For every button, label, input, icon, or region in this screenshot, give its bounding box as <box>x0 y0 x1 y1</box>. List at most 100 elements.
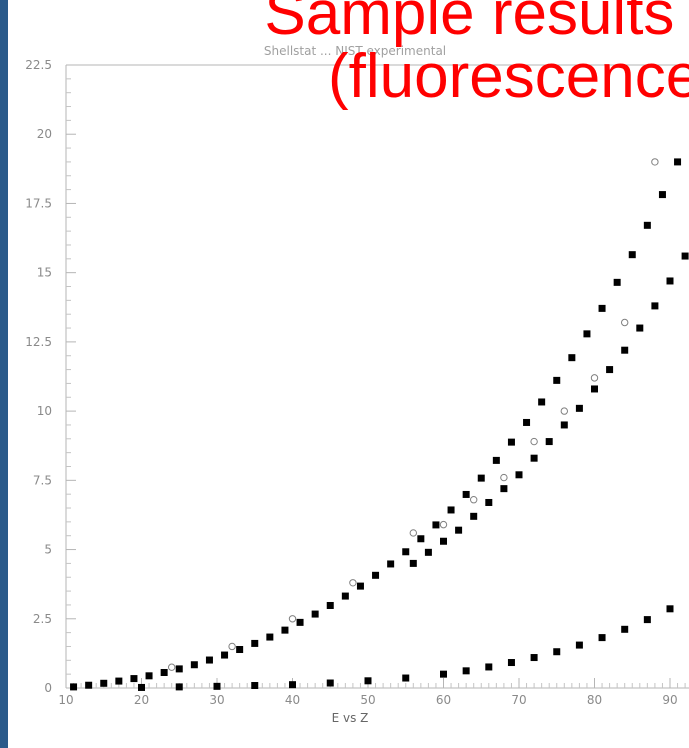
data-point-square <box>85 681 93 689</box>
data-point-square <box>296 618 304 626</box>
data-point-circle <box>590 374 599 382</box>
data-points <box>70 158 689 691</box>
data-point-square <box>500 485 508 493</box>
data-point-square <box>470 512 478 520</box>
data-point-square <box>190 661 198 669</box>
data-point-circle <box>500 473 508 482</box>
y-tick-label: 5 <box>44 543 52 557</box>
data-point-square <box>621 346 629 354</box>
overlay-title: Sample results (fluorescence) <box>218 0 689 108</box>
data-point-square <box>447 506 455 514</box>
data-point-square <box>236 646 244 654</box>
data-point-circle <box>651 158 659 166</box>
data-point-square <box>560 421 568 429</box>
x-tick-label: 30 <box>209 693 224 707</box>
data-point-square <box>666 277 674 285</box>
data-point-square <box>530 654 538 662</box>
data-point-circle <box>228 642 236 651</box>
y-tick-label: 10 <box>37 404 52 418</box>
data-point-square <box>326 601 334 609</box>
data-point-square <box>70 683 78 691</box>
data-point-square <box>613 278 621 286</box>
data-point-square <box>205 656 213 664</box>
data-point-square <box>462 490 470 498</box>
data-point-square <box>515 471 523 479</box>
x-tick-label: 20 <box>134 693 149 707</box>
data-point-circle <box>409 529 417 537</box>
data-point-square <box>523 418 531 426</box>
data-point-circle <box>530 437 538 446</box>
data-point-square <box>311 610 319 618</box>
data-point-square <box>402 674 410 682</box>
x-tick-label: 60 <box>436 693 451 707</box>
data-point-circle <box>288 615 297 623</box>
data-point-circle <box>470 496 478 504</box>
data-point-square <box>440 670 447 678</box>
data-point-square <box>213 682 221 690</box>
slide-left-strip <box>0 0 8 748</box>
data-point-square <box>553 376 561 384</box>
y-tick-label: 15 <box>37 266 52 280</box>
data-point-square <box>598 634 606 642</box>
data-point-square <box>674 158 682 166</box>
data-point-square <box>621 625 629 633</box>
y-tick-label: 17.5 <box>25 196 52 210</box>
data-point-square <box>477 474 485 482</box>
data-point-square <box>424 548 432 556</box>
data-point-square <box>485 498 493 506</box>
data-point-square <box>251 639 259 647</box>
data-point-square <box>130 675 138 683</box>
data-point-square <box>115 677 123 685</box>
data-point-square <box>507 659 515 667</box>
data-point-square <box>492 456 500 464</box>
y-tick-label: 12.5 <box>25 335 52 349</box>
data-point-square <box>402 548 410 556</box>
data-point-circle <box>168 663 176 671</box>
data-point-circle <box>560 407 568 415</box>
data-point-square <box>591 385 598 393</box>
data-point-square <box>643 221 651 229</box>
data-point-square <box>575 404 583 412</box>
x-tick-label: 90 <box>662 693 677 707</box>
data-point-square <box>251 682 259 690</box>
data-point-square <box>326 679 334 687</box>
y-tick-label: 0 <box>44 681 52 695</box>
data-point-square <box>553 648 561 656</box>
data-point-square <box>462 667 470 675</box>
y-tick-label: 20 <box>37 127 52 141</box>
x-tick-label: 80 <box>587 693 602 707</box>
y-tick-label: 22.5 <box>25 58 52 72</box>
data-point-square <box>598 304 606 312</box>
data-point-square <box>568 354 576 362</box>
data-point-square <box>364 677 372 685</box>
data-point-square <box>100 679 108 687</box>
data-point-square <box>175 665 183 673</box>
data-point-square <box>409 559 417 567</box>
data-point-square <box>606 366 614 374</box>
data-point-square <box>160 668 168 676</box>
x-tick-label: 40 <box>285 693 300 707</box>
data-point-square <box>583 330 591 338</box>
data-point-square <box>538 398 546 406</box>
data-point-square <box>341 592 349 600</box>
data-point-square <box>387 560 395 568</box>
data-point-square <box>545 438 553 446</box>
data-point-square <box>681 252 689 260</box>
axes: 0 2.5 5 7.5 10 12.5 15 17.5 20 22.5 10 20 30 40 50 60 70… <box>25 58 689 707</box>
data-point-square <box>138 683 145 691</box>
chart-subtitle: Shellstat ... NIST experimental <box>264 44 446 58</box>
data-point-square <box>440 537 447 545</box>
x-tick-label: 10 <box>58 693 73 707</box>
data-point-square <box>455 526 463 534</box>
overlay-line2: (fluorescence) <box>328 42 689 112</box>
data-point-square <box>356 582 364 590</box>
x-tick-label: 50 <box>360 693 375 707</box>
data-point-circle <box>349 579 357 587</box>
data-point-square <box>221 651 229 659</box>
overlay-line1: Sample results <box>264 0 675 48</box>
data-point-circle <box>621 318 629 327</box>
data-point-square <box>575 641 583 649</box>
data-point-square <box>636 324 644 332</box>
data-point-square <box>666 605 674 613</box>
